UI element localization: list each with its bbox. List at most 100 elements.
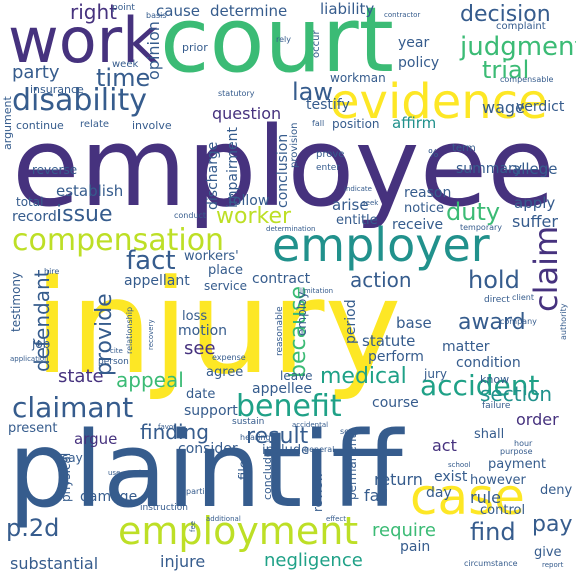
word-affirm: affirm xyxy=(392,114,437,132)
word-wage: wage xyxy=(482,98,525,117)
word-compensable: compensable xyxy=(500,75,554,84)
word-award: award xyxy=(458,310,526,335)
word-benefit: benefit xyxy=(236,389,342,424)
word-employ: employ xyxy=(295,291,309,336)
word-authority: authority xyxy=(559,303,568,340)
word-service: service xyxy=(204,279,247,293)
word-appeal: appeal xyxy=(116,368,184,392)
word-see: see xyxy=(184,338,216,359)
word-limitation: limitation xyxy=(300,287,334,295)
word-conclude: conclude xyxy=(261,450,274,500)
word-leave: leave xyxy=(280,369,313,383)
word-perform: perform xyxy=(368,349,424,365)
word-use: use xyxy=(108,469,121,477)
word-party: party xyxy=(12,62,60,83)
word-disability: disability xyxy=(12,83,147,118)
word-decision: decision xyxy=(460,2,551,27)
word-apply: apply xyxy=(514,194,556,212)
word-testimony: testimony xyxy=(9,271,23,332)
word-cause: cause xyxy=(156,2,200,20)
word-liability: liability xyxy=(320,0,375,18)
word-occur: occur xyxy=(311,30,322,58)
word-accident: accident xyxy=(420,369,540,402)
word-physical: physical xyxy=(59,452,73,502)
word-law: law xyxy=(292,78,334,106)
word-argument: argument xyxy=(1,96,14,150)
word-person: person xyxy=(98,357,129,367)
word-summary: summary xyxy=(456,161,523,177)
word-expense: expense xyxy=(212,353,246,362)
word-loss: loss xyxy=(182,309,208,324)
word-reasonable: reasonable xyxy=(275,306,285,356)
word-suffer: suffer xyxy=(512,212,558,231)
word-temporary: temporary xyxy=(460,223,503,232)
word-insurance: insurance xyxy=(30,83,84,96)
word-fail: fail xyxy=(364,486,389,505)
word-rule: rule xyxy=(470,488,502,507)
word-workers: workers' xyxy=(184,249,239,264)
word-appellee: appellee xyxy=(252,381,312,397)
word-give: give xyxy=(534,545,562,560)
word-date: date xyxy=(186,387,216,402)
word-shall: shall xyxy=(474,427,505,442)
word-order: order xyxy=(516,410,559,429)
word-employment: employment xyxy=(118,509,359,553)
word-court: court xyxy=(160,0,394,93)
word-fee: fee xyxy=(189,520,197,532)
word-injury: injury xyxy=(34,251,402,403)
word-claimant: claimant xyxy=(12,391,134,424)
word-recovery: recovery xyxy=(147,319,155,350)
word-reason: reason xyxy=(404,185,452,201)
word-act: act xyxy=(432,436,457,455)
word-record: record xyxy=(12,209,57,225)
word-pay: pay xyxy=(532,512,573,537)
word-allege: allege xyxy=(512,160,558,178)
word-support: support xyxy=(184,403,238,419)
word-resolve: resolve xyxy=(124,469,150,477)
word-follow: follow xyxy=(228,193,270,209)
word-hire: hire xyxy=(44,267,60,276)
word-verdict: verdict xyxy=(516,99,565,115)
word-policy: policy xyxy=(398,55,440,71)
word-receive: receive xyxy=(392,217,444,233)
word-agree: agree xyxy=(206,365,244,380)
word-day: day xyxy=(426,485,452,501)
word-fall: fall xyxy=(312,119,325,128)
word-require: require xyxy=(372,520,436,541)
word-application: application xyxy=(10,355,49,363)
word-failure: failure xyxy=(482,401,511,411)
word-question: question xyxy=(212,104,282,123)
word-cite: cite xyxy=(110,347,123,355)
word-seek: seek xyxy=(362,199,379,207)
word-school: school xyxy=(448,461,471,469)
word-conclusion: conclusion xyxy=(275,133,291,208)
word-know: know xyxy=(480,373,510,386)
word-motion: motion xyxy=(178,323,228,339)
word-course: course xyxy=(372,395,419,411)
word-percent: % xyxy=(428,147,439,160)
word-issue: issue xyxy=(56,202,113,227)
word-hearing: hearing xyxy=(240,433,271,442)
word-contractor: contractor xyxy=(384,11,421,19)
word-discharge: discharge xyxy=(205,141,221,210)
word-notice: notice xyxy=(404,201,445,216)
word-determination: determination xyxy=(266,225,316,233)
word-plaintiff: plaintiff xyxy=(8,409,403,531)
word-direct: direct xyxy=(484,295,510,305)
word-include: include xyxy=(262,443,310,458)
word-finding: finding xyxy=(140,420,209,444)
word-purpose: purpose xyxy=(500,447,533,456)
word-consider: consider xyxy=(178,441,238,457)
word-company: company xyxy=(500,317,537,326)
word-damage: damage xyxy=(80,489,138,505)
word-instruction: instruction xyxy=(140,503,189,513)
word-payment: payment xyxy=(488,457,546,472)
word-hold: hold xyxy=(468,266,520,294)
word-fact: fact xyxy=(126,246,176,276)
word-trial: trial xyxy=(482,56,530,84)
word-exist: exist xyxy=(434,469,468,485)
word-circumstance: circumstance xyxy=(464,559,518,568)
word-basis: basis xyxy=(146,11,167,20)
word-review: review xyxy=(311,472,325,512)
